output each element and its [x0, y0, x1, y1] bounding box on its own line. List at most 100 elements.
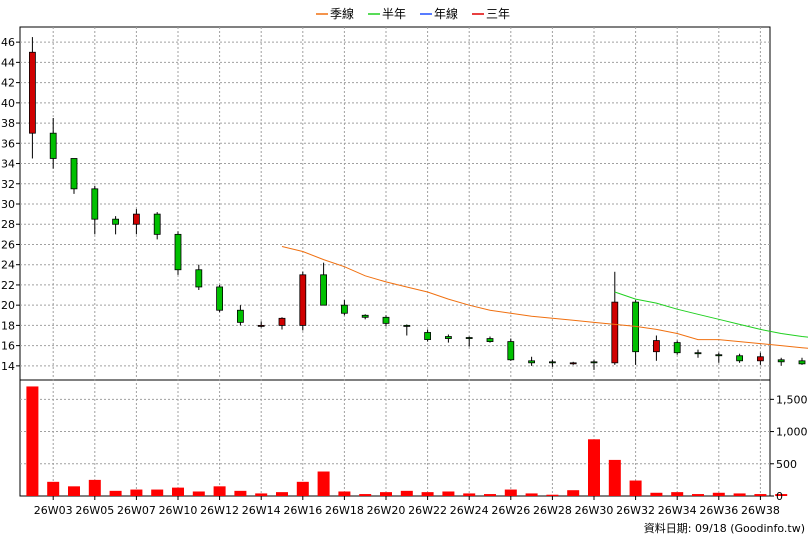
- candle-body: [673, 342, 681, 354]
- chart-grid: [20, 27, 770, 496]
- plot-frame: [19, 26, 771, 497]
- candle-body: [132, 213, 140, 225]
- volume-bar: [151, 489, 164, 496]
- legend-label: 三年: [486, 7, 510, 21]
- volume-bar: [546, 494, 559, 496]
- volume-bar: [484, 494, 496, 496]
- price-tick-label: 32: [1, 178, 15, 191]
- price-tick-label: 20: [1, 299, 15, 312]
- time-tick-label: 26W20: [367, 504, 406, 517]
- time-tick-label: 26W22: [408, 504, 447, 517]
- price-tick-label: 34: [1, 158, 15, 171]
- volume-bar: [504, 489, 517, 496]
- volume-tick-label: 500: [776, 458, 797, 471]
- candle-body: [257, 324, 265, 327]
- chart-legend: 季線 半年 年線 三年: [316, 6, 510, 21]
- candle-body: [777, 359, 785, 363]
- time-tick-label: 26W36: [699, 504, 738, 517]
- volume-bar: [380, 492, 392, 496]
- price-tick-label: 26: [1, 238, 15, 251]
- price-tick-label: 42: [1, 77, 15, 90]
- candle-body: [91, 188, 99, 220]
- time-tick-label: 26W03: [34, 504, 73, 517]
- candle-body: [112, 218, 119, 225]
- volume-bars: [26, 386, 788, 496]
- volume-bar: [650, 492, 663, 496]
- price-tick-label: 40: [1, 97, 15, 110]
- time-tick-label: 26W38: [741, 504, 780, 517]
- volume-bar: [588, 439, 600, 496]
- candle-body: [798, 360, 806, 365]
- volume-bar: [775, 494, 788, 496]
- volume-bar: [68, 486, 80, 496]
- volume-bar: [255, 493, 268, 496]
- price-tick-label: 30: [1, 198, 15, 211]
- candle-body: [528, 360, 535, 364]
- candle-body: [486, 338, 494, 342]
- volume-bar: [525, 493, 538, 496]
- volume-tick-label: 1,000: [776, 426, 808, 439]
- volume-bar: [213, 486, 226, 496]
- price-tick-label: 38: [1, 117, 15, 130]
- candle-body: [549, 361, 556, 364]
- candle-body: [736, 355, 743, 362]
- moving-average-line: [281, 246, 808, 349]
- candle-body: [653, 340, 660, 353]
- volume-bar: [317, 471, 330, 496]
- candle-body: [236, 309, 244, 323]
- volume-axis: 0 500 1,000 1,500: [770, 393, 808, 503]
- price-candles: [28, 37, 806, 370]
- candle-body: [70, 158, 78, 190]
- volume-bar: [629, 480, 642, 496]
- legend-label: 年線: [434, 6, 458, 21]
- volume-bar: [754, 494, 767, 496]
- volume-bar: [26, 386, 39, 496]
- price-tick-label: 28: [1, 218, 15, 231]
- volume-bar: [130, 489, 143, 496]
- candle-body: [465, 337, 473, 339]
- volume-bar: [421, 492, 434, 496]
- price-tick-label: 46: [1, 36, 15, 49]
- candle-body: [278, 317, 286, 326]
- candle-body: [361, 314, 369, 318]
- volume-bar: [88, 479, 101, 496]
- candle-body: [153, 213, 161, 235]
- price-tick-label: 44: [1, 56, 15, 69]
- time-tick-label: 26W16: [283, 504, 322, 517]
- time-tick-label: 26W34: [658, 504, 697, 517]
- price-tick-label: 16: [1, 340, 15, 353]
- volume-bar: [234, 490, 247, 496]
- candle-body: [569, 362, 577, 365]
- candle-body: [174, 233, 182, 271]
- volume-bar: [671, 492, 684, 496]
- volume-bar: [463, 493, 476, 496]
- candle-body: [444, 336, 452, 339]
- moving-average-lines: [281, 246, 808, 349]
- candle-body: [611, 301, 619, 364]
- time-tick-label: 26W18: [325, 504, 364, 517]
- volume-bar: [400, 490, 413, 496]
- candle-body: [299, 274, 307, 326]
- volume-bar: [172, 487, 184, 496]
- candle-body: [216, 286, 224, 311]
- candle-body: [715, 354, 723, 357]
- time-tick-label: 26W24: [450, 504, 489, 517]
- time-tick-label: 26W07: [117, 504, 156, 517]
- volume-bar: [712, 492, 725, 496]
- price-tick-label: 36: [1, 137, 15, 150]
- candle-body: [694, 352, 702, 355]
- candle-body: [757, 356, 764, 362]
- price-tick-label: 14: [1, 360, 15, 373]
- candle-body: [382, 316, 390, 324]
- moving-average-line: [614, 291, 808, 338]
- time-tick-label: 26W32: [616, 504, 655, 517]
- legend-label: 半年: [382, 7, 406, 21]
- candle-body: [403, 324, 411, 327]
- time-tick-label: 26W28: [533, 504, 572, 517]
- time-tick-label: 26W12: [200, 504, 239, 517]
- volume-bar: [276, 492, 288, 496]
- candle-body: [590, 361, 598, 364]
- volume-bar: [109, 490, 122, 496]
- volume-bar: [338, 491, 351, 496]
